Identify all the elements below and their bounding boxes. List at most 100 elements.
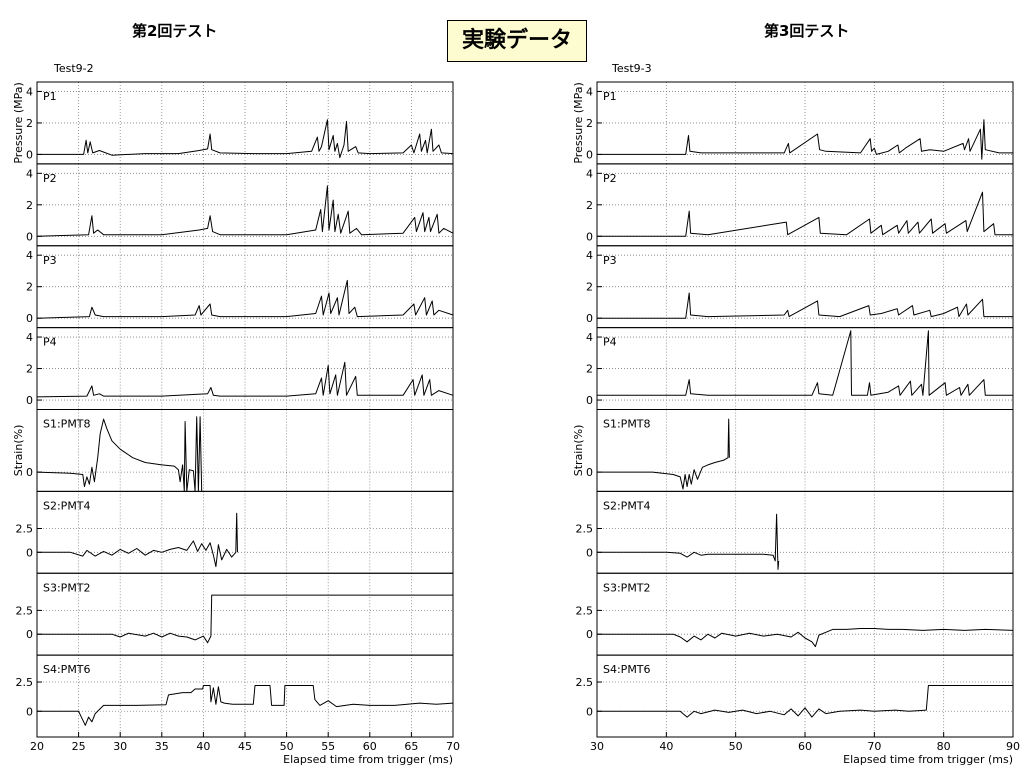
main-title: 実験データ — [447, 20, 587, 62]
panel-label: S3:PMT2 — [43, 581, 91, 594]
y-tick-label: 0 — [586, 312, 593, 325]
x-tick-label: 70 — [867, 740, 881, 753]
y-tick-label: 2 — [26, 281, 33, 294]
x-axis-label: Elapsed time from trigger (ms) — [283, 753, 453, 766]
x-tick-label: 50 — [280, 740, 294, 753]
y-tick-label: 4 — [26, 85, 33, 98]
y-tick-label: 4 — [26, 249, 33, 262]
y-tick-label: 0 — [26, 312, 33, 325]
series-line-p1 — [597, 119, 1013, 160]
y-tick-label: 2 — [586, 281, 593, 294]
panel-label: P1 — [603, 90, 617, 103]
x-tick-label: 25 — [72, 740, 86, 753]
y-tick-label: 2.5 — [576, 523, 594, 536]
series-line-s1-pmt8 — [36, 416, 203, 492]
panel-label: S2:PMT4 — [43, 499, 91, 512]
x-tick-label: 50 — [729, 740, 743, 753]
series-line-s2-pmt4 — [37, 512, 238, 568]
panel-label: P1 — [43, 90, 57, 103]
y-tick-label: 0 — [586, 148, 593, 161]
y-tick-label: 2 — [26, 117, 33, 130]
y-tick-label: 2.5 — [16, 523, 34, 536]
y-tick-label: 4 — [586, 85, 593, 98]
y-tick-label: 2 — [586, 363, 593, 376]
series-line-p2 — [36, 185, 454, 237]
y-axis-label: Pressure (MPa) — [12, 82, 25, 163]
y-tick-label: 4 — [26, 331, 33, 344]
y-tick-label: 4 — [586, 249, 593, 262]
panel-label: S4:PMT6 — [43, 663, 91, 676]
x-tick-label: 55 — [321, 740, 335, 753]
x-tick-label: 40 — [196, 740, 210, 753]
y-tick-label: 0 — [26, 148, 33, 161]
series-line-p4 — [36, 361, 454, 398]
y-tick-label: 0 — [26, 628, 33, 641]
x-tick-label: 70 — [446, 740, 460, 753]
y-tick-label: 0 — [26, 230, 33, 243]
left-test-heading: 第2回テスト — [132, 22, 218, 40]
y-tick-label: 2 — [26, 199, 33, 212]
y-tick-label: 2.5 — [576, 604, 594, 617]
y-tick-label: 2.5 — [576, 676, 594, 689]
panel-label: P2 — [603, 172, 617, 185]
x-tick-label: 80 — [937, 740, 951, 753]
x-tick-label: 45 — [238, 740, 252, 753]
test-label: Test9-2 — [53, 62, 94, 75]
y-tick-label: 2 — [586, 117, 593, 130]
series-line-p4 — [597, 330, 1013, 396]
y-tick-label: 0 — [586, 705, 593, 718]
x-tick-label: 90 — [1006, 740, 1020, 753]
x-tick-label: 60 — [363, 740, 377, 753]
y-tick-label: 0 — [26, 466, 33, 479]
y-tick-label: 4 — [26, 167, 33, 180]
series-line-s4-pmt6 — [597, 685, 1013, 718]
x-tick-label: 20 — [30, 740, 44, 753]
series-line-s2-pmt4 — [597, 513, 780, 570]
y-axis-label: Strain(%) — [12, 425, 25, 477]
x-axis-label: Elapsed time from trigger (ms) — [843, 753, 1013, 766]
series-line-p1 — [37, 119, 454, 159]
y-axis-label: Strain(%) — [572, 425, 585, 477]
x-tick-label: 30 — [590, 740, 604, 753]
panel-label: P3 — [43, 254, 57, 267]
y-tick-label: 2 — [26, 363, 33, 376]
y-tick-label: 4 — [586, 331, 593, 344]
series-line-s4-pmt6 — [37, 685, 454, 726]
panel-label: P4 — [603, 336, 617, 349]
series-line-s3-pmt2 — [37, 594, 453, 644]
y-tick-label: 0 — [586, 628, 593, 641]
panel-label: P3 — [603, 254, 617, 267]
y-tick-label: 2.5 — [16, 604, 34, 617]
x-tick-label: 30 — [113, 740, 127, 753]
panel-label: P4 — [43, 336, 57, 349]
series-line-s1-pmt8 — [597, 418, 730, 490]
panel-label: P2 — [43, 172, 57, 185]
panel-label: S1:PMT8 — [43, 418, 91, 431]
y-tick-label: 0 — [586, 394, 593, 407]
series-line-p3 — [597, 292, 1013, 319]
y-tick-label: 0 — [26, 394, 33, 407]
panel-label: S2:PMT4 — [603, 499, 651, 512]
x-tick-label: 40 — [659, 740, 673, 753]
series-line-s3-pmt2 — [597, 628, 1014, 648]
series-line-p2 — [597, 191, 1013, 237]
y-tick-label: 0 — [586, 466, 593, 479]
y-tick-label: 4 — [586, 167, 593, 180]
y-tick-label: 2.5 — [16, 676, 34, 689]
series-line-p3 — [36, 279, 454, 319]
panel-label: S4:PMT6 — [603, 663, 651, 676]
x-tick-label: 60 — [798, 740, 812, 753]
y-axis-label: Pressure (MPa) — [572, 82, 585, 163]
y-tick-label: 0 — [586, 546, 593, 559]
test-label: Test9-3 — [611, 62, 652, 75]
x-tick-label: 35 — [155, 740, 169, 753]
y-tick-label: 0 — [26, 705, 33, 718]
right-test-heading: 第3回テスト — [764, 22, 850, 40]
x-tick-label: 65 — [404, 740, 418, 753]
panel-label: S3:PMT2 — [603, 581, 651, 594]
panel-label: S1:PMT8 — [603, 418, 651, 431]
y-tick-label: 0 — [586, 230, 593, 243]
y-tick-label: 0 — [26, 546, 33, 559]
y-tick-label: 2 — [586, 199, 593, 212]
